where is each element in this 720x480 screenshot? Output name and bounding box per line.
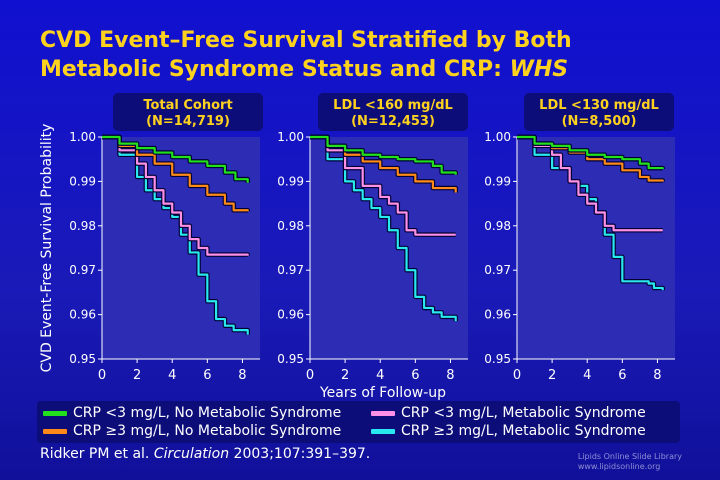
panel-1-plot-area	[102, 137, 260, 359]
panel-1-y-tick-label: 0.97	[69, 263, 96, 277]
panel-2-y-tick-label: 0.96	[277, 308, 304, 322]
panel-1-x-tick-label: 8	[238, 368, 246, 383]
legend-swatch-2	[43, 428, 67, 434]
panel-3-y-tick-label: 0.99	[484, 174, 511, 188]
panel-3-y-tick-label: 0.96	[484, 308, 511, 322]
panel-3-x-tick-label: 4	[583, 368, 591, 383]
panel-1-y-tick-label: 1.00	[69, 130, 96, 144]
panel-2-series-4-line	[310, 135, 457, 322]
panel-2-x-tick-label: 0	[306, 368, 314, 383]
panel-3-x-tick-label: 0	[513, 368, 521, 383]
panel-1-x-tick-label: 2	[133, 368, 141, 383]
citation-ref: 2003;107:391–397.	[229, 446, 371, 462]
panel-1-x-tick-label: 4	[168, 368, 176, 383]
panel-2-x-tick-label: 4	[376, 368, 384, 383]
panel-1-n: (N=14,719)	[146, 114, 230, 129]
panel-3-y-tick-label: 0.98	[484, 219, 511, 233]
citation-authors: Ridker PM et al.	[40, 446, 154, 462]
panel-3-y-tick-label: 0.95	[484, 352, 511, 366]
y-axis-label: CVD Event-Free Survival Probability	[39, 124, 55, 373]
panel-1-title: Total Cohort	[143, 98, 232, 113]
panel-3-y-tick-label: 0.97	[484, 263, 511, 277]
footer-line-2: www.lipidsonline.org	[577, 462, 661, 471]
panel-3-series-1-line	[517, 135, 664, 170]
panel-2-y-tick-label: 0.98	[277, 219, 304, 233]
legend-swatch-3	[371, 410, 395, 416]
panel-1-y-tick-label: 0.98	[69, 219, 96, 233]
panel-2-header-box	[318, 93, 468, 131]
panel-3-y-tick-label: 1.00	[484, 130, 511, 144]
panel-2-series-1-line	[310, 135, 457, 175]
title-line-2: Metabolic Syndrome Status and CRP:	[40, 57, 510, 82]
panel-3-header-box	[524, 93, 674, 131]
panel-1-y-tick-label: 0.99	[69, 174, 96, 188]
legend-item-2: CRP ≥3 mg/L, No Metabolic Syndrome	[43, 423, 341, 439]
panel-1-header-box	[113, 93, 263, 131]
citation: Ridker PM et al. Circulation 2003;107:39…	[40, 446, 370, 462]
legend-label-3: CRP <3 mg/L, Metabolic Syndrome	[401, 405, 646, 421]
panel-2-x-tick-label: 8	[446, 368, 454, 383]
panel-1-y-tick-label: 0.96	[69, 308, 96, 322]
citation-journal: Circulation	[153, 446, 230, 462]
x-axis-label: Years of Follow-up	[319, 385, 446, 400]
title-line-1: CVD Event–Free Survival Stratified by Bo…	[40, 28, 572, 53]
legend-label-1: CRP <3 mg/L, No Metabolic Syndrome	[73, 405, 342, 421]
legend-swatch-1	[43, 410, 67, 416]
footer-line-1: Lipids Online Slide Library	[577, 452, 682, 461]
panel-2-title: LDL <160 mg/dL	[333, 98, 453, 113]
legend-label-2: CRP ≥3 mg/L, No Metabolic Syndrome	[73, 423, 342, 439]
legend-label-4: CRP ≥3 mg/L, Metabolic Syndrome	[401, 423, 646, 439]
legend-swatch-4	[371, 428, 395, 434]
panel-3-x-tick-label: 8	[653, 368, 661, 383]
panel-1-x-tick-label: 0	[98, 368, 106, 383]
panel-1-series-1-line	[102, 135, 249, 183]
panel-1-y-tick-label: 0.95	[69, 352, 96, 366]
panel-2-x-tick-label: 2	[341, 368, 349, 383]
survival-chart: Total Cohort(N=14,719) 0.95 0.96 0.97 0.98 0.…	[39, 93, 675, 400]
panel-2-y-tick-label: 0.97	[277, 263, 304, 277]
legend: CRP <3 mg/L, No Metabolic Syndrome CRP ≥…	[37, 401, 680, 443]
slide-library-credit: Lipids Online Slide Library www.lipidson…	[578, 452, 682, 472]
legend-item-3: CRP <3 mg/L, Metabolic Syndrome	[371, 405, 646, 421]
title-study-name: WHS	[509, 57, 569, 82]
legend-item-4: CRP ≥3 mg/L, Metabolic Syndrome	[371, 423, 646, 439]
panel-3-title: LDL <130 mg/dL	[539, 98, 659, 113]
panel-1-series-3-line	[102, 135, 249, 256]
panel-2-y-tick-label: 0.95	[277, 352, 304, 366]
panel-3-x-tick-label: 2	[548, 368, 556, 383]
panel-3-n: (N=8,500)	[562, 114, 637, 129]
legend-item-1: CRP <3 mg/L, No Metabolic Syndrome	[43, 405, 341, 421]
slide-title: CVD Event–Free Survival Stratified by Bo…	[40, 26, 700, 84]
panel-3-plot-area	[517, 137, 675, 359]
panel-3-x-tick-label: 6	[618, 368, 626, 383]
panel-2-n: (N=12,453)	[351, 114, 435, 129]
panel-2-x-tick-label: 6	[411, 368, 419, 383]
panel-1-x-tick-label: 6	[203, 368, 211, 383]
panel-1-series-4-line	[102, 135, 249, 335]
panel-2-y-tick-label: 0.99	[277, 174, 304, 188]
panel-2-y-tick-label: 1.00	[277, 130, 304, 144]
